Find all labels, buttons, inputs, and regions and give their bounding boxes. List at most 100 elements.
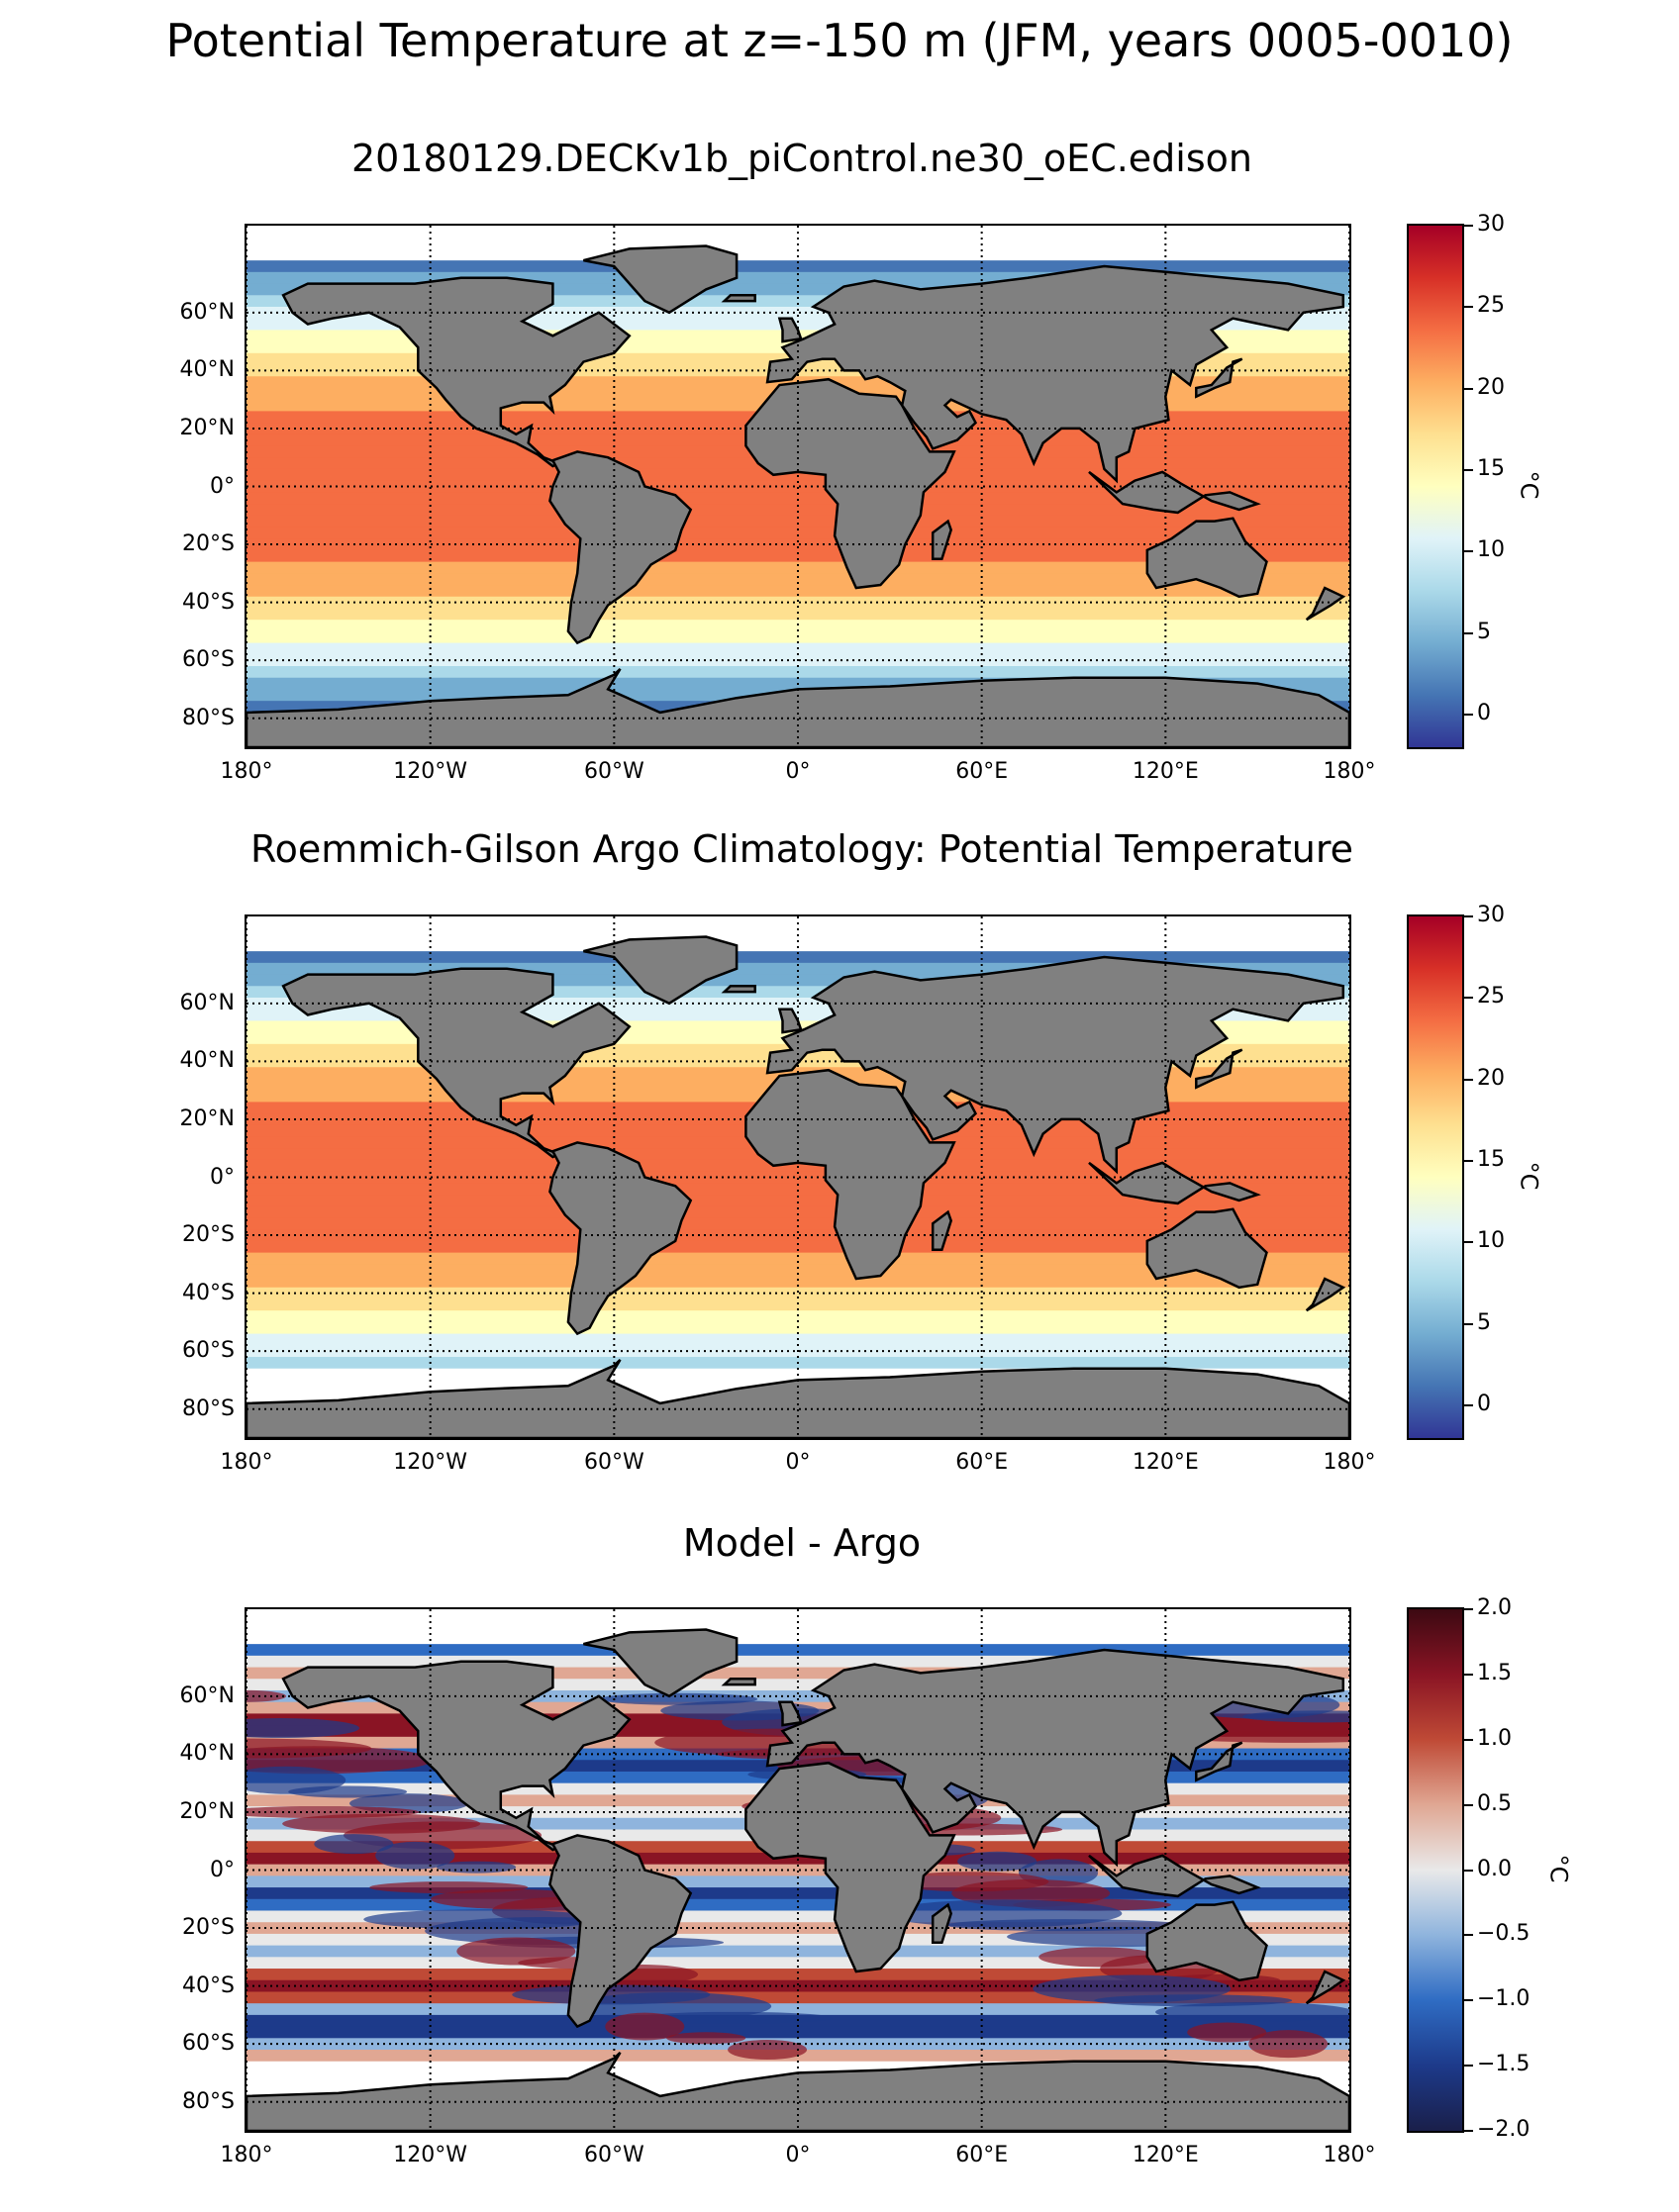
ocean-band: [247, 1620, 1349, 1633]
lon-tick-label: 0°: [785, 2143, 811, 2167]
colorbar-tick-label: −1.0: [1477, 1986, 1531, 2012]
anomaly-streak: [437, 1861, 517, 1874]
ocean-band: [247, 1644, 1349, 1657]
colorbar-tick-label: 0: [1477, 701, 1491, 726]
colorbar-unit-label: °C: [1515, 470, 1543, 499]
land-madagascar: [931, 1902, 953, 1944]
colorbar-tick-label: 0.5: [1477, 1790, 1512, 1816]
land-australia: [1145, 1207, 1268, 1290]
ocean-band: [247, 596, 1349, 609]
lat-tick-label: 20°S: [182, 1222, 235, 1248]
ocean-band: [247, 527, 1349, 539]
ocean-band: [247, 2003, 1349, 2016]
anomaly-streak: [666, 2032, 746, 2045]
anomaly-streak: [1155, 2001, 1349, 2022]
lat-tick-label: 60°N: [179, 990, 235, 1015]
colorbar-tick-label: 5: [1477, 619, 1491, 644]
colorbar-tick-label: 15: [1477, 1147, 1505, 1173]
anomaly-streak: [375, 1841, 455, 1870]
lon-tick-label: 60°W: [583, 1450, 644, 1475]
colorbar-tick: [1464, 306, 1473, 309]
lat-tick-label: 20°N: [179, 1798, 235, 1824]
lat-tick-label: 60°S: [182, 1338, 235, 1364]
colorbar-tick-label: 30: [1477, 903, 1505, 927]
lat-tick-label: 80°S: [182, 705, 235, 730]
anomaly-streak: [456, 1937, 576, 1966]
lat-tick-label: 60°S: [182, 647, 235, 673]
land-eurasia: [765, 1648, 1345, 1868]
colorbar-tick: [1464, 915, 1473, 917]
colorbar-tick: [1464, 2065, 1473, 2068]
ocean-band: [247, 939, 1349, 952]
colorbar-tick: [1464, 550, 1473, 553]
ocean-band: [247, 561, 1349, 574]
colorbar-tick: [1464, 631, 1473, 634]
colorbar-tick: [1464, 1322, 1473, 1325]
ocean-band: [247, 1632, 1349, 1645]
colorbar: [1407, 224, 1464, 749]
ocean-band: [247, 1298, 1349, 1311]
anomaly-streak: [884, 1899, 1123, 1928]
lat-tick-label: 40°N: [179, 1048, 235, 1074]
colorbar-tick: [1464, 469, 1473, 472]
colorbar-tick-label: 5: [1477, 1309, 1491, 1335]
ocean-band: [247, 1240, 1349, 1254]
lat-tick-label: 20°S: [182, 531, 235, 557]
land-north-america: [281, 1660, 632, 1852]
colorbar-tick-label: 1.0: [1477, 1725, 1512, 1751]
colorbar-tick-label: 25: [1477, 293, 1505, 319]
land-japan: [1195, 357, 1243, 399]
land-africa: [744, 377, 956, 590]
anomaly-streak: [957, 1851, 1037, 1872]
colorbar-tick: [1464, 714, 1473, 717]
colorbar-tick: [1464, 1934, 1473, 1937]
lon-tick-label: 180°: [220, 1450, 273, 1475]
ocean-band: [247, 248, 1349, 261]
colorbar-tick: [1464, 1078, 1473, 1081]
ocean-band: [247, 549, 1349, 563]
map-panel: [245, 224, 1351, 749]
land-australia: [1145, 517, 1268, 599]
anomaly-streak: [1187, 2022, 1267, 2043]
anomaly-streak: [247, 1766, 346, 1794]
lat-tick-label: 20°S: [182, 1915, 235, 1941]
lon-tick-label: 60°E: [955, 759, 1009, 784]
ocean-band: [247, 608, 1349, 621]
map-canvas: [247, 226, 1349, 747]
land-indonesia: [1088, 1854, 1261, 1898]
lon-tick-label: 120°W: [393, 2143, 468, 2167]
colorbar-tick-label: 20: [1477, 374, 1505, 400]
colorbar-tick-label: 15: [1477, 456, 1505, 482]
map-canvas: [247, 916, 1349, 1438]
colorbar-tick-label: 20: [1477, 1065, 1505, 1091]
lat-tick-label: 40°S: [182, 589, 235, 615]
lon-tick-label: 180°: [1323, 1450, 1376, 1475]
anomaly-streak: [431, 1888, 590, 1909]
anomaly-streak: [890, 1872, 1049, 1892]
lat-tick-label: 60°N: [179, 1683, 235, 1708]
anomaly-streak: [1038, 1947, 1158, 1968]
land-madagascar: [931, 1209, 953, 1251]
land-uk: [777, 1008, 803, 1034]
ocean-band: [247, 1264, 1349, 1277]
lat-tick-label: 0°: [210, 1857, 235, 1882]
lon-tick-label: 0°: [785, 1450, 811, 1475]
colorbar-tick-label: 10: [1477, 1228, 1505, 1254]
anomaly-streak: [728, 2040, 808, 2061]
ocean-band: [247, 951, 1349, 964]
ocean-band: [247, 1276, 1349, 1289]
colorbar-tick: [1464, 1738, 1473, 1741]
colorbar-tick: [1464, 1160, 1473, 1163]
lon-tick-label: 120°W: [393, 1450, 468, 1475]
ocean-band: [247, 1252, 1349, 1265]
colorbar-tick: [1464, 225, 1473, 227]
colorbar-tick-label: −2.0: [1477, 2117, 1531, 2142]
lat-tick-label: 20°N: [179, 415, 235, 440]
colorbar-tick-label: 25: [1477, 984, 1505, 1010]
anomaly-streak: [247, 1805, 420, 1818]
lat-tick-label: 20°N: [179, 1106, 235, 1131]
lat-tick-label: 0°: [210, 473, 235, 499]
ocean-band: [247, 1205, 1349, 1218]
colorbar-tick-label: 10: [1477, 537, 1505, 563]
lon-tick-label: 60°W: [583, 759, 644, 784]
